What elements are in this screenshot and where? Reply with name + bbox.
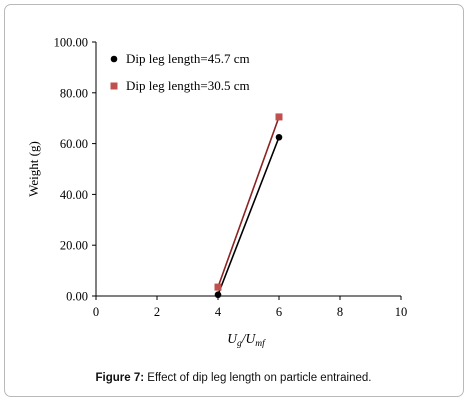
figure-frame	[4, 4, 464, 397]
x-tick-label: 2	[154, 305, 160, 319]
y-tick-label: 80.00	[60, 86, 88, 100]
legend-marker-series-2	[110, 82, 118, 90]
y-tick-label: 100.00	[54, 36, 88, 50]
legend: Dip leg length=45.7 cm Dip leg length=30…	[110, 51, 250, 93]
y-tick-label: 20.00	[60, 239, 88, 253]
plot-axes	[95, 42, 401, 297]
x-tick-label: 6	[276, 305, 282, 319]
legend-label-series-2: Dip leg length=30.5 cm	[126, 78, 250, 93]
legend-marker-series-1	[110, 55, 118, 63]
series-1-point	[214, 291, 222, 299]
series-2-line	[217, 116, 280, 288]
caption-label: Figure 7:	[95, 372, 145, 384]
series-2-point	[214, 283, 222, 291]
series-1-line	[217, 136, 280, 296]
x-tick-label: 0	[93, 305, 99, 319]
caption-text: Effect of dip leg length on particle ent…	[144, 372, 372, 384]
series-layer	[214, 113, 283, 299]
x-axis-label: Ug/Umf	[227, 331, 266, 349]
y-tick-label: 60.00	[60, 137, 88, 151]
x-tick-label: 8	[337, 305, 343, 319]
x-tick-label: 10	[395, 305, 408, 319]
y-tick-label: 40.00	[60, 188, 88, 202]
y-axis-label: Weight (g)	[26, 141, 41, 197]
legend-label-series-1: Dip leg length=45.7 cm	[126, 51, 250, 66]
x-tick-label: 4	[215, 305, 222, 319]
figure-caption: Figure 7: Effect of dip leg length on pa…	[0, 372, 467, 384]
series-2-point	[275, 113, 283, 121]
series-1-point	[275, 133, 283, 141]
y-tick-label: 0.00	[66, 290, 88, 304]
